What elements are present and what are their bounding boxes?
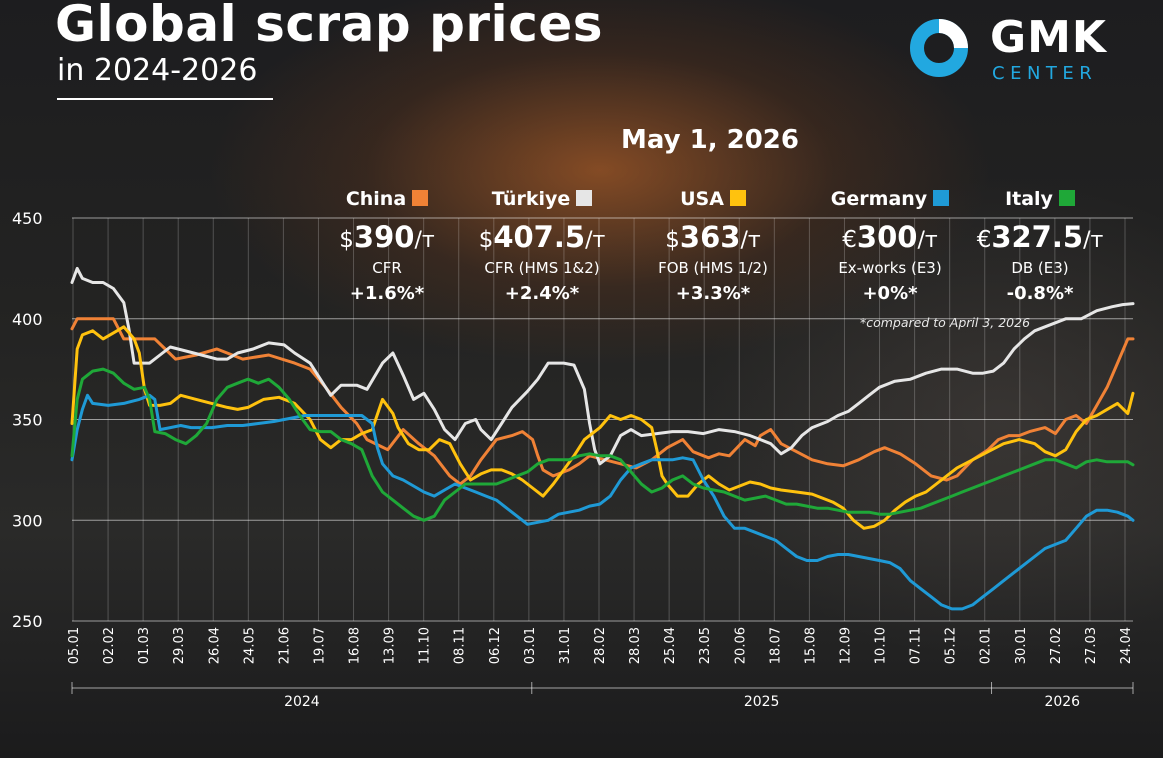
- x-tick-label: 02.02: [102, 627, 117, 664]
- x-tick-label: 15.08: [803, 627, 818, 664]
- price-value: 363: [679, 220, 741, 254]
- x-tick-label: 20.06: [733, 627, 748, 664]
- price-basis: CFR (HMS 1&2): [484, 259, 600, 277]
- price-change: +0%*: [862, 283, 918, 304]
- year-label: 2025: [744, 694, 780, 710]
- x-tick-label: 01.03: [137, 627, 152, 664]
- price-unit: /т: [414, 228, 435, 253]
- x-tick-label: 10.10: [874, 627, 889, 664]
- price-basis: Ex-works (E3): [838, 259, 942, 277]
- x-tick-label: 16.08: [348, 627, 363, 664]
- x-tick-label: 27.02: [1049, 627, 1064, 664]
- price-value: 407.5: [493, 220, 586, 254]
- series-line-usa: [70, 325, 1135, 530]
- x-tick-label: 31.01: [558, 627, 573, 664]
- card-name: USA: [680, 188, 724, 210]
- legend-swatch: [1058, 190, 1075, 206]
- x-tick-label: 28.03: [628, 627, 643, 664]
- x-tick-label: 19.07: [312, 627, 327, 664]
- price-unit: /т: [740, 228, 761, 253]
- x-tick-label: 03.01: [523, 627, 538, 664]
- x-tick-label: 07.11: [909, 627, 924, 664]
- x-tick-label: 24.04: [1119, 627, 1134, 664]
- currency-symbol: $: [665, 227, 680, 253]
- logo-subtitle: CENTER: [992, 63, 1098, 84]
- x-tick-label: 24.05: [242, 627, 257, 664]
- page-subtitle: in 2024-2026: [57, 53, 258, 88]
- card-turkiye: Türkiye $407.5/т CFR (HMS 1&2) +2.4%*: [457, 187, 627, 306]
- footnote: *compared to April 3, 2026: [859, 315, 1031, 330]
- card-name: China: [345, 188, 407, 210]
- series-line-germany: [70, 393, 1135, 611]
- price-basis: FOB (HMS 1/2): [658, 259, 768, 277]
- currency-symbol: €: [976, 227, 992, 253]
- x-tick-label: 13.09: [383, 627, 398, 664]
- legend-swatch: [412, 190, 429, 206]
- price-unit: /т: [1083, 228, 1104, 253]
- x-tick-label: 30.01: [1014, 627, 1029, 664]
- year-label: 2024: [284, 694, 320, 710]
- x-tick-label: 05.01: [67, 627, 82, 664]
- price-value: 300: [856, 220, 918, 254]
- card-italy: Italy €327.5/т DB (E3) -0.8%*: [955, 187, 1125, 306]
- x-tick-label: 25.04: [663, 627, 678, 664]
- year-label: 2026: [1044, 694, 1080, 710]
- x-tick-label: 29.03: [172, 627, 187, 664]
- logo-wordmark: GMK: [990, 12, 1107, 63]
- series-line-trkiye: [70, 266, 1135, 466]
- ring-logo-icon: [910, 19, 968, 77]
- x-tick-label: 27.03: [1084, 627, 1099, 664]
- price-change: +3.3%*: [675, 283, 751, 304]
- price-unit: /т: [585, 228, 606, 253]
- series-line-italy: [70, 367, 1135, 522]
- price-change: +1.6%*: [349, 283, 425, 304]
- price-change: +2.4%*: [504, 283, 580, 304]
- x-tick-label: 28.02: [593, 627, 608, 664]
- card-name: Germany: [830, 188, 928, 210]
- price-change: -0.8%*: [1006, 283, 1074, 304]
- currency-symbol: €: [842, 227, 857, 253]
- card-usa: USA $363/т FOB (HMS 1/2) +3.3%*: [628, 187, 798, 306]
- currency-symbol: $: [339, 227, 354, 253]
- y-tick-label: 400: [12, 310, 43, 329]
- price-basis: DB (E3): [1011, 259, 1069, 277]
- x-tick-label: 11.10: [418, 627, 433, 664]
- date-heading: May 1, 2026: [620, 125, 799, 155]
- card-name: Italy: [1005, 188, 1053, 210]
- price-basis: CFR: [372, 259, 402, 277]
- card-name: Türkiye: [491, 188, 571, 210]
- x-tick-label: 08.11: [453, 627, 468, 664]
- x-tick-label: 02.01: [979, 627, 994, 664]
- price-value: 327.5: [991, 220, 1084, 254]
- y-tick-label: 300: [12, 511, 43, 530]
- x-tick-label: 12.09: [838, 627, 853, 664]
- x-tick-label: 18.07: [768, 627, 783, 664]
- legend-swatch: [576, 190, 593, 206]
- price-unit: /т: [917, 228, 938, 253]
- x-tick-label: 06.12: [488, 627, 503, 664]
- page-title: Global scrap prices: [55, 0, 604, 53]
- gmk-center-logo: GMK CENTER: [908, 12, 1108, 86]
- card-china: China $390/т CFR +1.6%*: [302, 187, 472, 306]
- price-value: 390: [353, 220, 415, 254]
- x-tick-label: 05.12: [944, 627, 959, 664]
- y-tick-label: 250: [12, 612, 43, 631]
- x-tick-label: 26.04: [207, 627, 222, 664]
- x-tick-label: 21.06: [277, 627, 292, 664]
- title-underline: [57, 98, 273, 100]
- y-tick-label: 450: [12, 209, 43, 228]
- legend-swatch: [933, 190, 950, 206]
- currency-symbol: $: [478, 227, 494, 253]
- legend-swatch: [729, 190, 746, 206]
- y-tick-label: 350: [12, 411, 43, 430]
- card-germany: Germany €300/т Ex-works (E3) +0%*: [805, 187, 975, 306]
- x-tick-label: 23.05: [698, 627, 713, 664]
